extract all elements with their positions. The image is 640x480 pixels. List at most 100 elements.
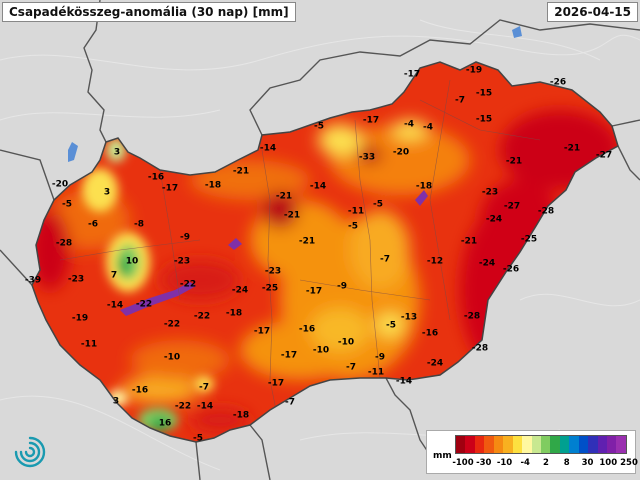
value-label: -22 — [194, 312, 210, 322]
legend-tick: 250 — [620, 458, 638, 468]
value-label: -4 — [423, 123, 433, 133]
value-label: -39 — [25, 276, 41, 286]
value-label: -14 — [197, 402, 213, 412]
value-label: -5 — [314, 122, 324, 132]
value-label: -16 — [422, 329, 438, 339]
value-label: -24 — [232, 286, 248, 296]
value-label: -21 — [506, 157, 522, 167]
legend-swatch — [474, 436, 485, 453]
value-label: -23 — [265, 267, 281, 277]
value-label: 3 — [113, 397, 119, 407]
value-labels: -17 -19 -26 -7 -15 -17 -4 -4 -15 -5 -14 -33 -20 -21 -2… — [25, 66, 612, 444]
value-label: -5 — [348, 222, 358, 232]
value-label: -23 — [174, 257, 190, 267]
value-label: -23 — [482, 188, 498, 198]
legend-swatch — [503, 436, 513, 453]
value-label: -5 — [62, 200, 72, 210]
legend-swatch — [456, 436, 466, 453]
legend-swatch — [522, 436, 532, 453]
value-label: -17 — [281, 351, 297, 361]
legend-swatch — [512, 436, 523, 453]
value-label: -15 — [476, 115, 492, 125]
value-label: -17 — [404, 70, 420, 80]
value-label: 7 — [111, 271, 117, 281]
value-label: -4 — [404, 120, 414, 130]
legend-tick: 100 — [599, 458, 618, 468]
legend-tick: 2 — [543, 458, 549, 468]
value-label: -5 — [193, 434, 203, 444]
value-label: -14 — [310, 182, 326, 192]
value-label: -17 — [306, 287, 322, 297]
value-label: -19 — [72, 314, 88, 324]
value-label: -11 — [81, 340, 97, 350]
value-label: -21 — [564, 144, 580, 154]
value-label: -15 — [476, 89, 492, 99]
value-label: -7 — [380, 255, 390, 265]
value-label: -21 — [299, 237, 315, 247]
value-label: -7 — [199, 383, 209, 393]
legend-swatch — [569, 436, 579, 453]
legend-swatch — [550, 436, 560, 453]
value-label: 3 — [114, 148, 120, 158]
value-label: -5 — [373, 200, 383, 210]
legend-swatch — [588, 436, 598, 453]
value-label: -14 — [260, 144, 276, 154]
value-label: -17 — [363, 116, 379, 126]
value-label: -28 — [538, 207, 554, 217]
legend-swatch — [578, 436, 589, 453]
value-label: -14 — [396, 377, 412, 387]
value-label: -10 — [338, 338, 354, 348]
value-label: -9 — [375, 353, 385, 363]
value-label: -17 — [162, 184, 178, 194]
legend-swatch — [559, 436, 570, 453]
value-label: -20 — [52, 180, 68, 190]
value-label: -16 — [132, 386, 148, 396]
value-label: -26 — [503, 265, 519, 275]
legend-unit: mm — [433, 451, 452, 461]
value-label: -21 — [276, 192, 292, 202]
value-label: -22 — [136, 300, 152, 310]
legend-swatch — [607, 436, 617, 453]
value-label: -18 — [205, 181, 221, 191]
value-label: -9 — [180, 233, 190, 243]
value-label: -11 — [368, 368, 384, 378]
legend-swatch — [540, 436, 551, 453]
legend-tick: -30 — [476, 458, 492, 468]
value-label: -16 — [299, 325, 315, 335]
value-label: -21 — [233, 167, 249, 177]
value-label: -23 — [68, 275, 84, 285]
value-label: 10 — [126, 257, 139, 267]
value-label: -5 — [386, 321, 396, 331]
value-label: 3 — [104, 188, 110, 198]
value-label: -24 — [427, 359, 443, 369]
value-label: -18 — [416, 182, 432, 192]
value-label: -18 — [233, 411, 249, 421]
value-label: -21 — [461, 237, 477, 247]
value-label: -22 — [164, 320, 180, 330]
legend-color-bar — [455, 435, 627, 454]
value-label: -12 — [427, 257, 443, 267]
value-label: -16 — [148, 173, 164, 183]
value-label: -27 — [504, 202, 520, 212]
value-label: -25 — [521, 235, 537, 245]
map-date: 2026-04-15 — [547, 2, 638, 22]
value-label: -25 — [262, 284, 278, 294]
value-label: -7 — [346, 363, 356, 373]
value-label: -7 — [455, 96, 465, 106]
value-label: -10 — [313, 346, 329, 356]
legend-swatch — [493, 436, 504, 453]
value-label: -22 — [175, 402, 191, 412]
legend-swatch — [616, 436, 626, 453]
legend-tick: -4 — [520, 458, 530, 468]
value-label: -11 — [348, 207, 364, 217]
value-label: -17 — [268, 379, 284, 389]
legend-swatch — [597, 436, 607, 453]
value-label: -7 — [285, 398, 295, 408]
legend-tick: -100 — [452, 458, 474, 468]
value-label: -18 — [226, 309, 242, 319]
value-label: 16 — [159, 419, 172, 429]
value-label: -22 — [180, 280, 196, 290]
legend-tick: 30 — [581, 458, 594, 468]
value-label: -10 — [164, 353, 180, 363]
